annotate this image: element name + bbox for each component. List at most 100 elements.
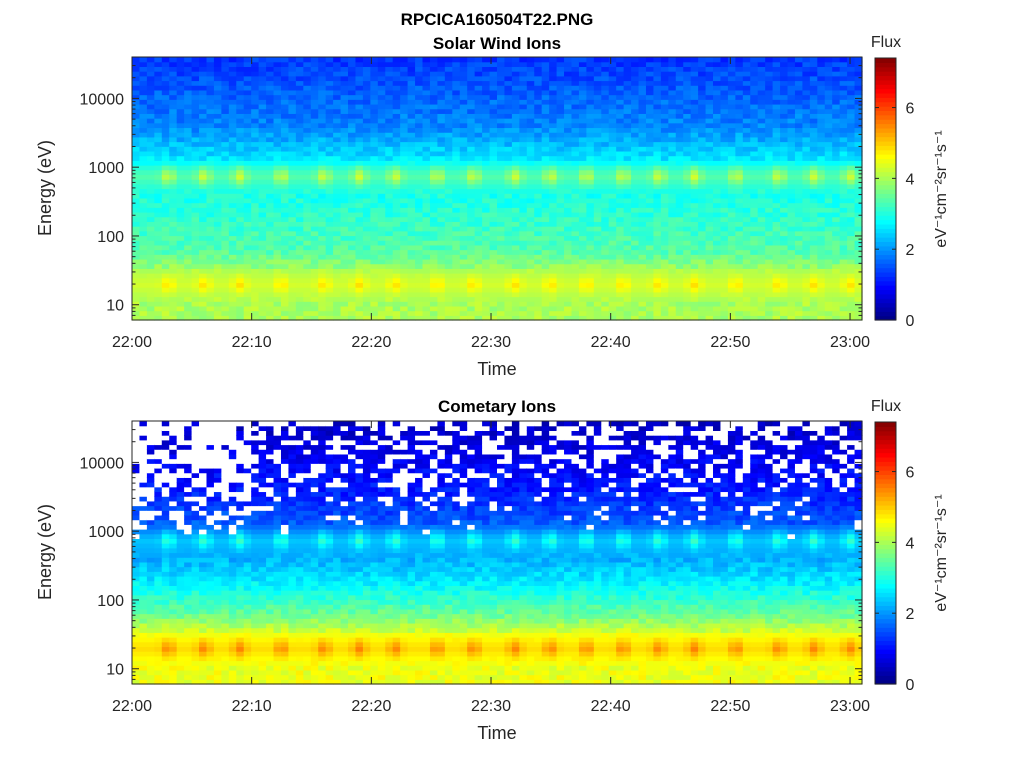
heatmap-cell xyxy=(236,71,245,77)
heatmap-cell xyxy=(295,263,304,269)
heatmap-cell xyxy=(251,146,260,152)
heatmap-cell xyxy=(303,183,312,190)
heatmap-cell xyxy=(601,211,610,218)
heatmap-cell xyxy=(720,141,729,147)
heatmap-cell xyxy=(213,240,222,246)
heatmap-cell xyxy=(213,66,222,72)
heatmap-cell xyxy=(698,315,707,321)
heatmap-cell xyxy=(169,141,178,147)
heatmap-cell xyxy=(586,146,595,152)
heatmap-cell xyxy=(154,305,163,312)
heatmap-cell xyxy=(526,103,535,110)
heatmap-cell xyxy=(631,211,640,218)
heatmap-cell xyxy=(534,118,543,124)
heatmap-cell xyxy=(511,183,520,190)
heatmap-cell xyxy=(720,66,729,72)
heatmap-cell xyxy=(303,127,312,133)
heatmap-cell xyxy=(519,174,528,180)
heatmap-cell xyxy=(467,273,476,279)
heatmap-cell xyxy=(586,57,595,63)
heatmap-cell xyxy=(698,287,707,293)
heatmap-cell xyxy=(504,57,513,63)
heatmap-cell xyxy=(176,141,185,147)
heatmap-cell xyxy=(735,202,744,208)
heatmap-cell xyxy=(258,80,267,86)
heatmap-cell xyxy=(631,197,640,204)
heatmap-cell xyxy=(571,207,580,213)
heatmap-cell xyxy=(310,94,319,100)
heatmap-cell xyxy=(571,132,580,138)
heatmap-cell xyxy=(251,108,260,114)
heatmap-cell xyxy=(206,94,215,100)
heatmap-cell xyxy=(623,174,632,180)
heatmap-cell xyxy=(534,179,543,185)
heatmap-cell xyxy=(482,179,491,185)
heatmap-cell xyxy=(727,80,736,86)
heatmap-cell xyxy=(720,127,729,133)
heatmap-cell xyxy=(713,66,722,72)
heatmap-cell xyxy=(348,301,357,307)
heatmap-cell xyxy=(139,268,148,274)
heatmap-cell xyxy=(370,71,379,77)
heatmap-cell xyxy=(556,193,565,199)
heatmap-cell xyxy=(742,310,751,316)
heatmap-cell xyxy=(675,174,684,180)
heatmap-cell xyxy=(191,277,200,284)
heatmap-cell xyxy=(392,57,401,63)
heatmap-cell xyxy=(154,165,163,171)
heatmap-cell xyxy=(616,235,625,241)
heatmap-cell xyxy=(541,254,550,260)
heatmap-cell xyxy=(243,296,252,302)
heatmap-cell xyxy=(191,127,200,133)
heatmap-cell xyxy=(228,132,237,138)
heatmap-cell xyxy=(772,310,781,316)
heatmap-cell xyxy=(556,94,565,100)
heatmap-cell xyxy=(191,155,200,161)
heatmap-cell xyxy=(571,230,580,237)
heatmap-cell xyxy=(318,183,327,190)
heatmap-cell xyxy=(571,240,580,246)
heatmap-cell xyxy=(154,179,163,185)
heatmap-cell xyxy=(325,108,334,114)
heatmap-cell xyxy=(549,113,558,119)
heatmap-cell xyxy=(400,221,409,227)
heatmap-cell xyxy=(526,136,535,143)
heatmap-cell xyxy=(660,305,669,312)
heatmap-cell xyxy=(199,244,208,251)
heatmap-cell xyxy=(132,273,141,279)
heatmap-cell xyxy=(750,94,759,100)
heatmap-cell xyxy=(221,155,230,161)
heatmap-cell xyxy=(213,193,222,199)
heatmap-cell xyxy=(727,103,736,110)
heatmap-cell xyxy=(467,80,476,86)
heatmap-cell xyxy=(757,99,766,105)
heatmap-cell xyxy=(169,103,178,110)
heatmap-cell xyxy=(705,80,714,86)
heatmap-cell xyxy=(631,310,640,316)
heatmap-cell xyxy=(310,291,319,298)
heatmap-cell xyxy=(705,61,714,67)
heatmap-cell xyxy=(325,254,334,260)
heatmap-cell xyxy=(444,216,453,222)
heatmap-cell xyxy=(437,57,446,63)
heatmap-cell xyxy=(556,202,565,208)
heatmap-cell xyxy=(489,103,498,110)
heatmap-cell xyxy=(303,57,312,63)
heatmap-cell xyxy=(362,75,371,82)
heatmap-cell xyxy=(392,268,401,274)
heatmap-cell xyxy=(623,301,632,307)
heatmap-cell xyxy=(742,141,751,147)
heatmap-cell xyxy=(586,127,595,133)
heatmap-cell xyxy=(154,146,163,152)
heatmap-cell xyxy=(280,216,290,222)
heatmap-cell xyxy=(556,108,565,114)
heatmap-cell xyxy=(221,202,230,208)
heatmap-cell xyxy=(429,103,439,110)
heatmap-cell xyxy=(750,244,759,251)
heatmap-cell xyxy=(228,183,237,190)
heatmap-cell xyxy=(474,57,483,63)
heatmap-cell xyxy=(556,301,565,307)
heatmap-cell xyxy=(288,132,297,138)
heatmap-cell xyxy=(616,94,625,100)
heatmap-cell xyxy=(139,66,148,72)
